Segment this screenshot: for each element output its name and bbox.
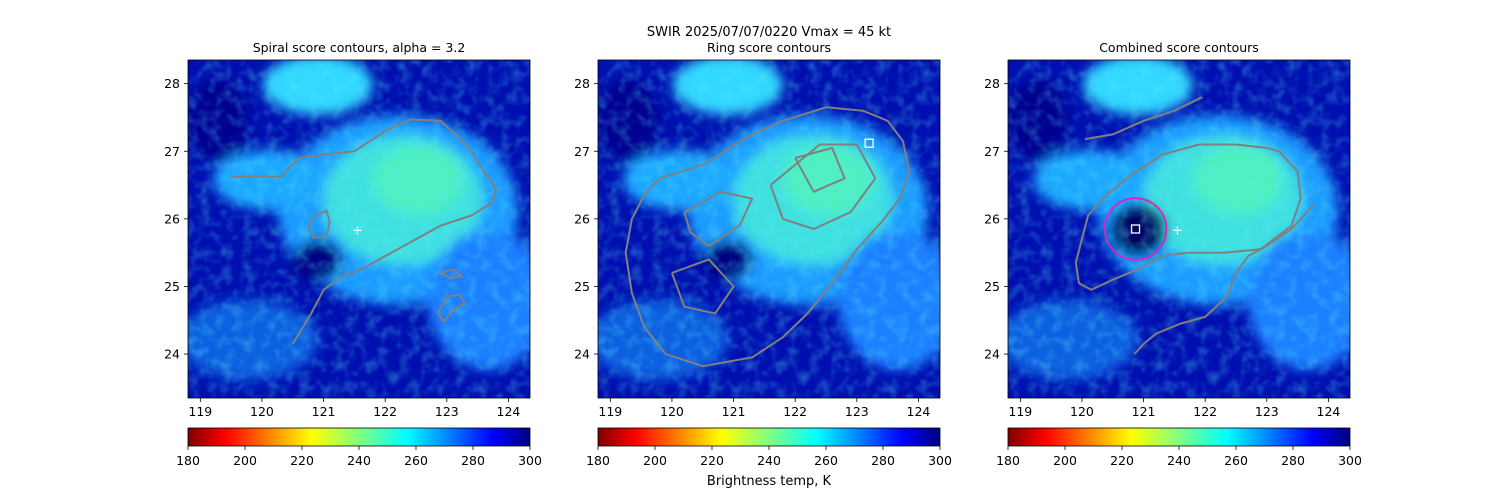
x-tick-label: 121 <box>722 404 746 419</box>
x-tick-label: 120 <box>660 404 684 419</box>
y-tick-label: 25 <box>574 279 590 294</box>
contour-line <box>683 190 754 247</box>
y-tick-label: 24 <box>984 347 1000 362</box>
y-tick-label: 28 <box>574 76 590 91</box>
colorbar-tick-label: 300 <box>1338 453 1362 468</box>
x-tick-label: 123 <box>845 404 869 419</box>
square-marker <box>864 138 874 148</box>
x-tick-label: 122 <box>783 404 807 419</box>
panel-spiral: Spiral score contours, alpha = 3.2 119 12… <box>164 40 542 468</box>
panel-title: Spiral score contours, alpha = 3.2 <box>253 40 466 55</box>
x-tick-label: 121 <box>1132 404 1156 419</box>
axes-frame <box>1007 59 1351 399</box>
center-circle <box>1103 197 1168 261</box>
colorbar: 180 200 220 240 260 280 300 <box>586 427 952 468</box>
x-tick-label: 119 <box>598 404 622 419</box>
colorbar-tick-label: 220 <box>700 453 724 468</box>
colorbar-tick-label: 260 <box>1224 453 1248 468</box>
panel-ring: Ring score contours 119 120 121 122 123 124 2… <box>574 40 952 468</box>
panel-combined: Combined score contours 119 120 121 122 123 1… <box>984 40 1362 468</box>
contour-line <box>307 209 331 239</box>
colorbar-tick-label: 240 <box>757 453 781 468</box>
y-tick-label: 26 <box>164 211 180 226</box>
x-tick-label: 121 <box>312 404 336 419</box>
colorbar: 180 200 220 240 260 280 300 <box>176 427 542 468</box>
contour-line <box>231 118 498 345</box>
x-tick-label: 120 <box>1070 404 1094 419</box>
colorbar-tick-label: 200 <box>643 453 667 468</box>
colorbar-tick-label: 180 <box>996 453 1020 468</box>
center-plus-marker <box>353 226 362 235</box>
colorbar-tick-label: 260 <box>814 453 838 468</box>
colorbar-tick-label: 260 <box>404 453 428 468</box>
contour-line <box>1133 204 1314 355</box>
y-tick-label: 24 <box>164 347 180 362</box>
y-tick-label: 24 <box>574 347 590 362</box>
y-tick-label: 27 <box>574 144 590 159</box>
y-tick-label: 27 <box>984 144 1000 159</box>
contour-line <box>1084 96 1203 141</box>
contour-line <box>769 143 877 230</box>
center-plus-marker <box>1173 226 1182 235</box>
axes-frame <box>597 59 941 399</box>
y-tick-label: 28 <box>164 76 180 91</box>
panel-title: Ring score contours <box>707 40 831 55</box>
contour-line <box>670 258 735 315</box>
colorbar-tick-label: 240 <box>1167 453 1191 468</box>
colorbar-tick-label: 200 <box>1053 453 1077 468</box>
x-tick-label: 120 <box>250 404 274 419</box>
contour-line <box>440 268 464 280</box>
colorbar: 180 200 220 240 260 280 300 <box>996 427 1362 468</box>
colorbar-tick-label: 280 <box>1281 453 1305 468</box>
x-tick-label: 124 <box>907 404 931 419</box>
colorbar-tick-label: 300 <box>518 453 542 468</box>
colorbar-tick-label: 280 <box>461 453 485 468</box>
contour-line <box>624 106 911 368</box>
y-tick-label: 25 <box>164 279 180 294</box>
contour-line <box>436 293 467 323</box>
colorbar-label: Brightness temp, K <box>707 474 832 489</box>
x-tick-label: 119 <box>1008 404 1032 419</box>
x-tick-label: 123 <box>1255 404 1279 419</box>
colorbar-tick-label: 180 <box>586 453 610 468</box>
contour-line <box>1074 143 1302 291</box>
x-tick-label: 123 <box>435 404 459 419</box>
heatmap-image <box>598 60 940 398</box>
y-tick-label: 28 <box>984 76 1000 91</box>
colorbar-tick-label: 240 <box>347 453 371 468</box>
heatmap-image <box>1008 60 1350 398</box>
colorbar-tick-label: 200 <box>233 453 257 468</box>
suptitle: SWIR 2025/07/07/0220 Vmax = 45 kt <box>647 25 891 40</box>
colorbar-tick-label: 180 <box>176 453 200 468</box>
heatmap-image <box>188 60 530 398</box>
panel-title: Combined score contours <box>1099 40 1259 55</box>
x-tick-label: 124 <box>1317 404 1341 419</box>
colorbar-tick-label: 280 <box>871 453 895 468</box>
colorbar-tick-label: 220 <box>1110 453 1134 468</box>
y-tick-label: 27 <box>164 144 180 159</box>
axes-frame <box>187 59 531 399</box>
colorbar-tick-label: 300 <box>928 453 952 468</box>
contour-line <box>794 146 846 193</box>
y-tick-label: 26 <box>984 211 1000 226</box>
x-tick-label: 124 <box>497 404 521 419</box>
x-tick-label: 122 <box>1193 404 1217 419</box>
x-tick-label: 122 <box>373 404 397 419</box>
colorbar-tick-label: 220 <box>290 453 314 468</box>
x-tick-label: 119 <box>188 404 212 419</box>
y-tick-label: 26 <box>574 211 590 226</box>
square-marker <box>1130 224 1141 234</box>
y-tick-label: 25 <box>984 279 1000 294</box>
